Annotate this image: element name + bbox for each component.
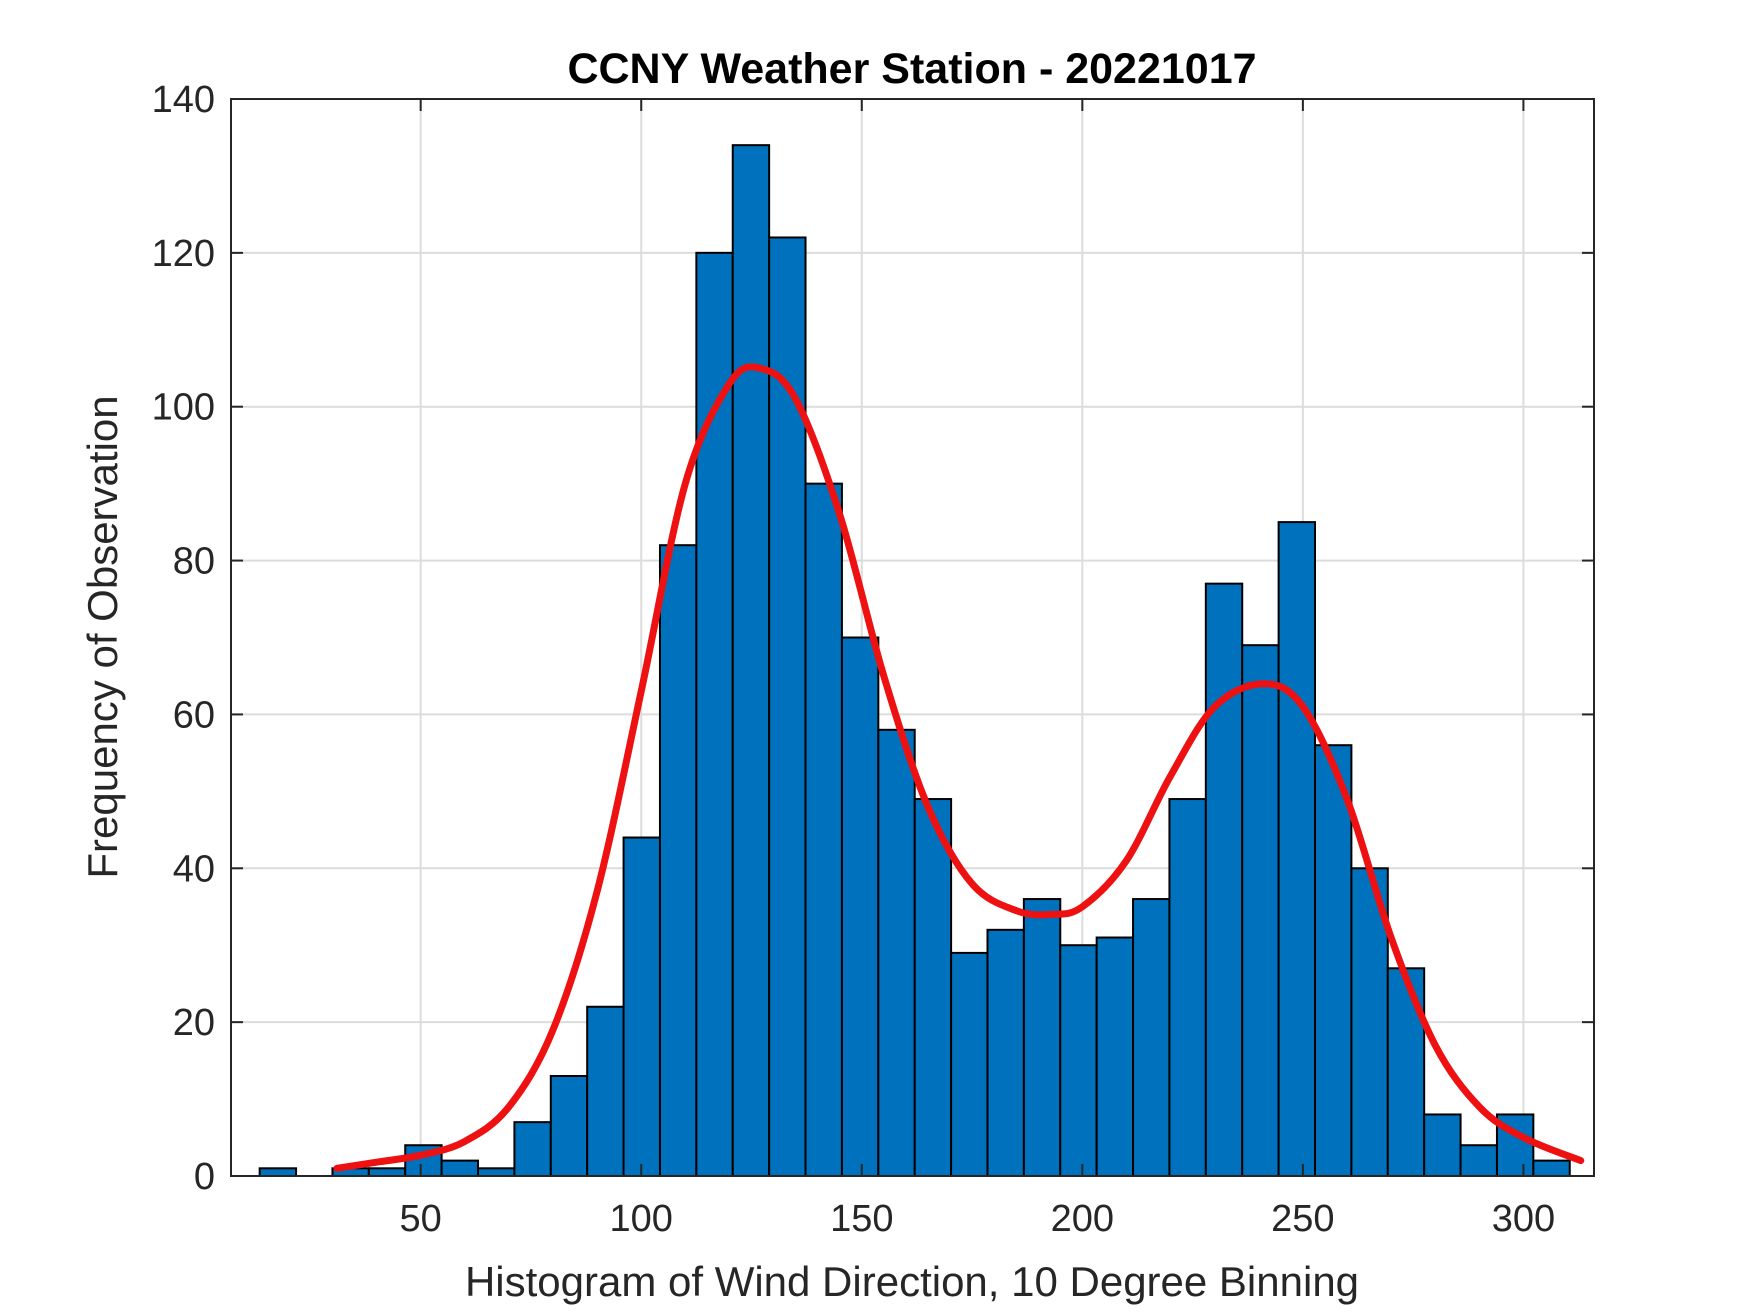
histogram-bar-9 <box>586 1005 625 1177</box>
histogram-bar-13 <box>731 144 771 1178</box>
x-axis-label: Histogram of Wind Direction, 10 Degree B… <box>465 1258 1359 1305</box>
x-tick-label-200: 200 <box>1051 1198 1114 1240</box>
histogram-bar-16 <box>840 636 880 1177</box>
y-tick-label-80: 80 <box>173 541 215 583</box>
x-tick-label-50: 50 <box>400 1198 442 1240</box>
y-tick-label-120: 120 <box>152 233 215 275</box>
histogram-bar-23 <box>1095 936 1135 1177</box>
histogram-bar-0 <box>258 1167 298 1177</box>
x-tick-label-250: 250 <box>1271 1198 1334 1240</box>
histogram-bar-5 <box>440 1159 480 1177</box>
chart-title: CCNY Weather Station - 20221017 <box>567 45 1256 93</box>
histogram-bar-3 <box>367 1167 407 1177</box>
fit-curve <box>333 363 1585 1172</box>
histogram-bar-19 <box>950 951 989 1178</box>
histogram-bar-8 <box>549 1074 589 1177</box>
histogram-bar-7 <box>513 1121 552 1178</box>
histogram-bar-18 <box>913 798 953 1177</box>
histogram-bar-28 <box>1277 521 1317 1177</box>
y-tick-label-100: 100 <box>152 387 215 429</box>
x-tick-label-150: 150 <box>830 1198 893 1240</box>
histogram-bar-25 <box>1168 798 1207 1177</box>
histogram-bar-20 <box>986 928 1025 1177</box>
y-axis-label: Frequency of Observation <box>79 395 126 878</box>
histogram-bar-33 <box>1459 1144 1498 1177</box>
histogram-bar-17 <box>877 728 916 1177</box>
axis-ticks: 50 100 150 200 250 300 0 20 40 60 80 100 120 140 <box>152 79 1594 1240</box>
histogram-bar-32 <box>1423 1113 1462 1178</box>
histogram-bar-11 <box>658 544 698 1177</box>
histogram-bar-21 <box>1022 898 1062 1177</box>
x-tick-label-300: 300 <box>1492 1198 1555 1240</box>
y-tick-label-20: 20 <box>173 1002 215 1044</box>
axes-box <box>230 98 1595 1177</box>
histogram-bar-31 <box>1386 967 1426 1177</box>
fit-curve-layer <box>333 363 1585 1172</box>
histogram-bar-6 <box>477 1167 516 1177</box>
histogram-bar-10 <box>622 836 661 1177</box>
histogram-bar-22 <box>1059 944 1098 1178</box>
histogram-bar-15 <box>804 482 843 1177</box>
histogram-bar-35 <box>1532 1159 1571 1177</box>
histogram-bar-26 <box>1204 582 1244 1177</box>
y-tick-label-60: 60 <box>173 694 215 736</box>
y-tick-label-40: 40 <box>173 848 215 890</box>
histogram-bar-24 <box>1132 898 1171 1177</box>
x-tick-label-100: 100 <box>610 1198 673 1240</box>
histogram-bar-27 <box>1241 644 1280 1177</box>
histogram-bar-29 <box>1314 744 1353 1177</box>
y-tick-label-0: 0 <box>194 1156 215 1198</box>
histogram-bar-14 <box>768 236 807 1177</box>
y-tick-label-140: 140 <box>152 79 215 121</box>
